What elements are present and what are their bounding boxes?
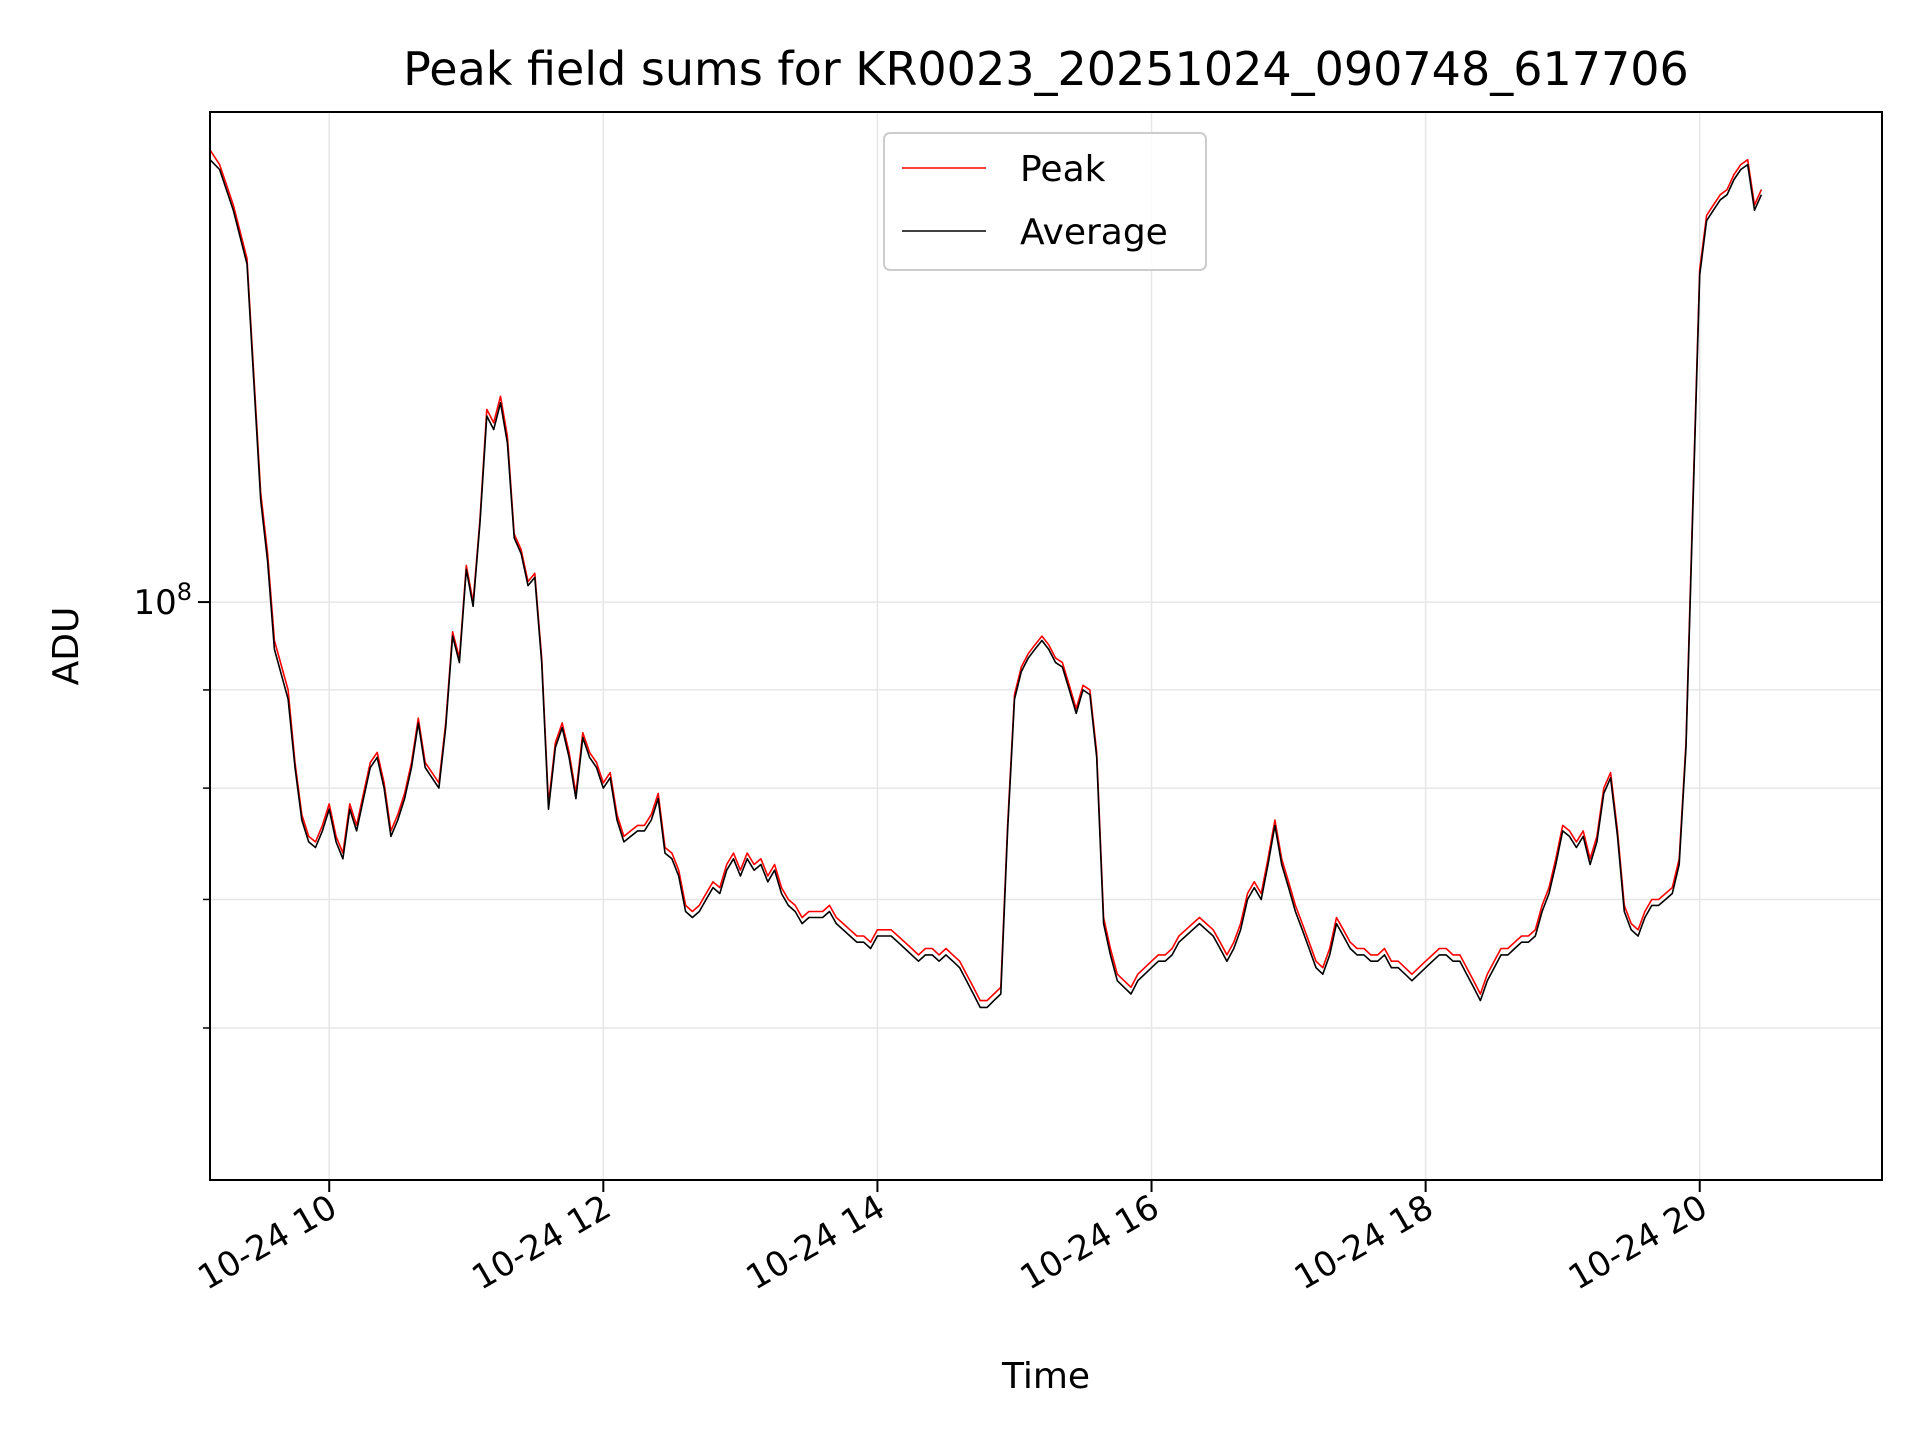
plot-frame [209, 111, 1883, 1181]
series-line-peak [209, 149, 1763, 1002]
x-axis-label: Time [1001, 1356, 1090, 1397]
y-axis-ticks: 108 [133, 578, 210, 1029]
legend-label-peak: Peak [1020, 149, 1106, 190]
series-layer [209, 149, 1763, 1009]
y-axis-label: ADU [46, 607, 87, 686]
legend-label-average: Average [1020, 212, 1168, 253]
series-line-average [209, 159, 1763, 1009]
chart-title: Peak field sums for KR0023_20251024_0907… [403, 42, 1689, 96]
y-tick-label-major: 108 [133, 578, 192, 623]
grid-lines [210, 112, 1882, 1180]
legend: Peak Average [883, 132, 1207, 271]
